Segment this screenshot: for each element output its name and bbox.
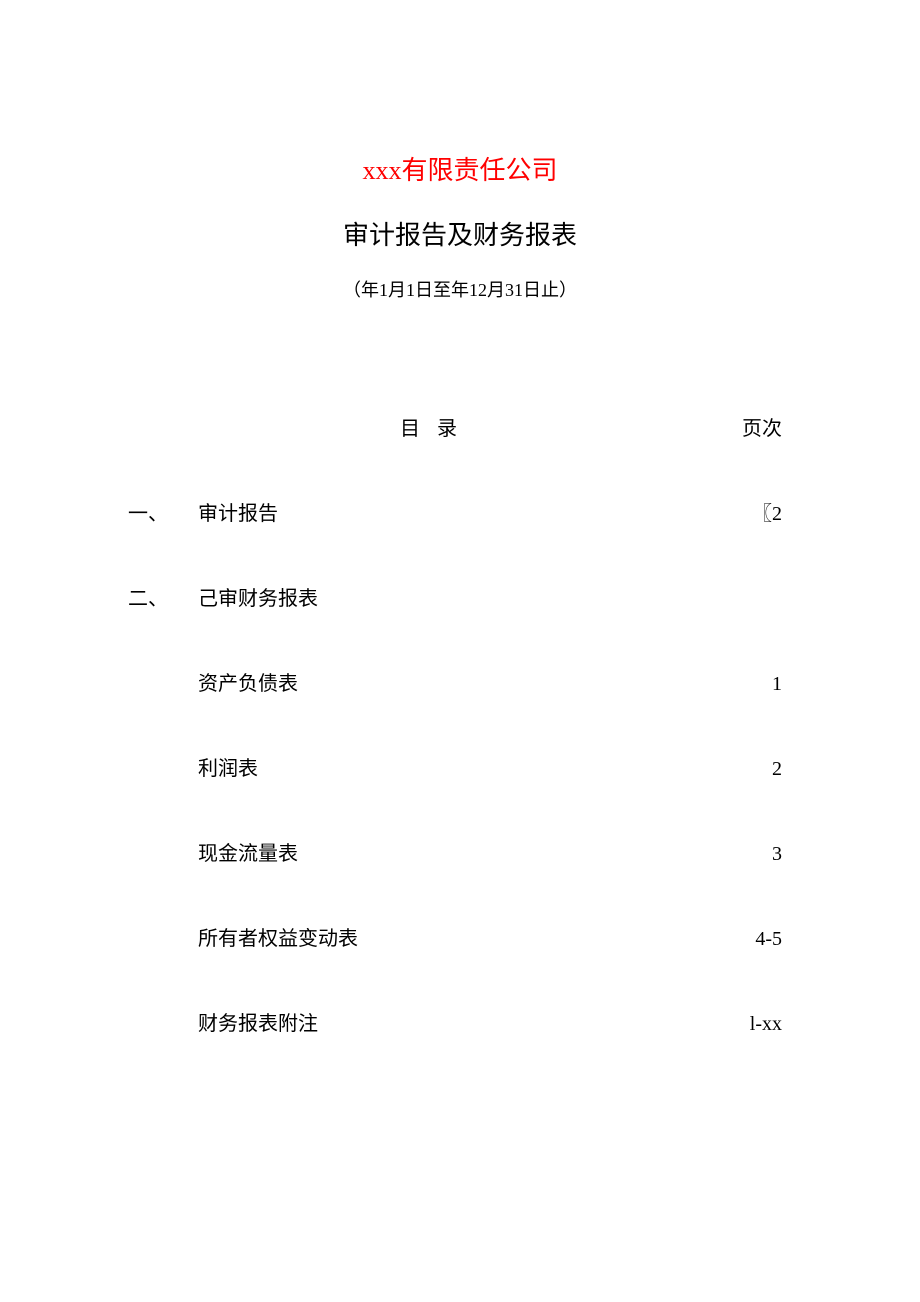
toc-page-label: 页次 [742,412,782,441]
company-name: xxx有限责任公司 [120,150,800,187]
toc-heading: 目 录 [400,412,463,441]
toc-section-number: 二、 [128,582,198,611]
toc-subsection-row: 资产负债表 1 [198,667,782,696]
report-period: （年1月1日至年12月31日止） [120,276,800,302]
document-header: xxx有限责任公司 审计报告及财务报表 （年1月1日至年12月31日止） [120,150,800,302]
toc-subsection-page: 1 [722,673,782,696]
toc-subsection-page: l-xx [722,1013,782,1036]
toc-section-row: 一、 审计报告 〖2 [128,497,782,526]
toc-subsection-label: 资产负债表 [198,667,722,696]
toc-subsection-page: 2 [722,758,782,781]
toc-subsection-row: 所有者权益变动表 4-5 [198,922,782,951]
toc-subsection-row: 利润表 2 [198,752,782,781]
toc-section-label: 己审财务报表 [198,582,722,611]
toc-subsection-page: 4-5 [722,928,782,951]
toc-subsection-row: 现金流量表 3 [198,837,782,866]
toc-subsection-label: 现金流量表 [198,837,722,866]
toc-section-label: 审计报告 [198,497,722,526]
report-title: 审计报告及财务报表 [120,215,800,252]
toc-subsection-label: 所有者权益变动表 [198,922,722,951]
toc-section-row: 二、 己审财务报表 [128,582,782,611]
toc-subsection-page: 3 [722,843,782,866]
toc-section-number: 一、 [128,497,198,526]
toc-subsection-label: 利润表 [198,752,722,781]
toc-subsection-label: 财务报表附注 [198,1007,722,1036]
toc-list: 一、 审计报告 〖2 二、 己审财务报表 资产负债表 1 利润表 2 现金流量表… [120,497,800,1036]
toc-subsection-row: 财务报表附注 l-xx [198,1007,782,1036]
toc-section-page: 〖2 [722,497,782,526]
document-page: xxx有限责任公司 审计报告及财务报表 （年1月1日至年12月31日止） 目 录… [0,0,920,1036]
toc-header: 目 录 页次 [120,412,800,441]
